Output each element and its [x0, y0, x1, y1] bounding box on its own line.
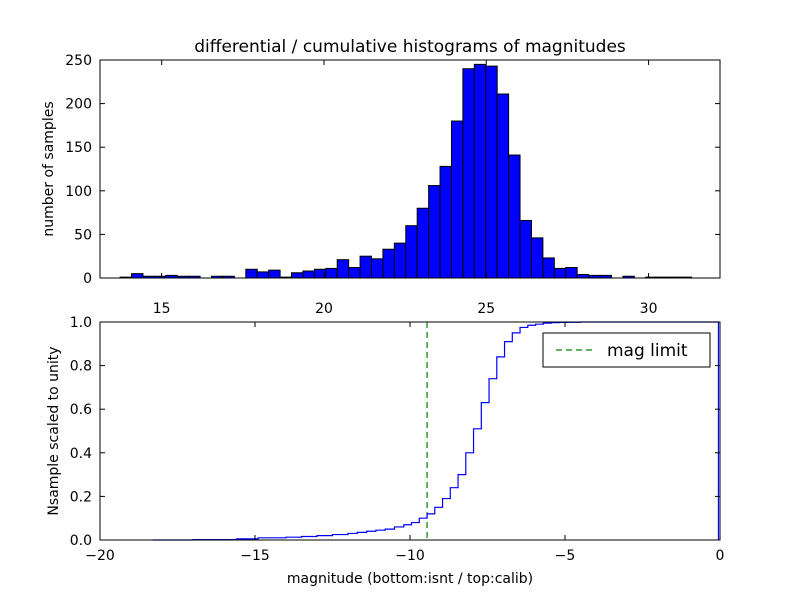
y-tick-label: 50 [74, 227, 92, 243]
histogram-bar [416, 207, 430, 279]
histogram-bar [485, 65, 498, 279]
histogram-bars [119, 63, 692, 279]
histogram-bar [450, 120, 464, 279]
y-tick-label: 100 [65, 184, 92, 200]
histogram-bar [565, 267, 578, 279]
y-tick-label: 0.2 [70, 489, 92, 505]
y-tick-label: 0.4 [70, 446, 92, 462]
histogram-bar [473, 63, 487, 279]
x-tick-label: −10 [395, 548, 425, 564]
histogram-bar [291, 272, 304, 279]
x-tick-label: −15 [240, 548, 270, 564]
histogram-bar [245, 268, 258, 279]
top-histogram-panel: 15 20 25 30 0 50 100 150 200 250 differential / c… [41, 37, 721, 317]
histogram-bar [131, 273, 144, 279]
y-tick-label: 0.6 [70, 402, 92, 418]
histogram-bar [530, 237, 544, 279]
y-tick-label: 0.8 [70, 359, 92, 375]
histogram-bar [256, 271, 270, 279]
bottom-cumulative-panel: −20 −15 −10 −5 0 0.0 0.2 0.4 0.6 0.8 1.0 magnitude… [46, 315, 724, 587]
histogram-bar [393, 242, 407, 279]
bottom-axis-ticks: −20 −15 −10 −5 0 0.0 0.2 0.4 0.6 0.8 1.0 [70, 315, 725, 564]
y-tick-label: 1.0 [70, 315, 92, 331]
bottom-y-axis-label: Nsample scaled to unity [46, 346, 62, 515]
top-axes-frame [99, 59, 721, 279]
histogram-bar [405, 225, 418, 279]
histogram-bar [348, 267, 361, 279]
x-tick-label: −20 [85, 548, 115, 564]
histogram-bar [371, 258, 384, 279]
legend: mag limit [542, 332, 711, 368]
histogram-bar [542, 257, 555, 279]
x-tick-label: 20 [315, 301, 333, 317]
histogram-bar [553, 267, 567, 279]
histogram-bar [302, 270, 315, 279]
y-tick-label: 250 [65, 53, 92, 69]
x-tick-label: −5 [555, 548, 576, 564]
histogram-bar [519, 219, 532, 279]
x-tick-label: 0 [716, 548, 725, 564]
x-tick-label: 25 [477, 301, 495, 317]
histogram-bar [359, 255, 373, 279]
histogram-bar [336, 259, 350, 279]
top-y-axis-label: number of samples [41, 101, 57, 236]
y-tick-label: 150 [65, 140, 92, 156]
x-tick-label: 15 [153, 301, 171, 317]
histogram-bar [439, 165, 452, 279]
histogram-bar [382, 248, 395, 279]
bottom-x-axis-label: magnitude (bottom:isnt / top:calib) [287, 571, 533, 587]
histogram-bar [325, 267, 338, 279]
histogram-bar [428, 185, 441, 279]
histogram-bar [496, 93, 510, 279]
histogram-bar [462, 68, 475, 279]
y-tick-label: 0 [83, 271, 92, 287]
bottom-axes-frame [99, 321, 721, 541]
histogram-bar [268, 269, 281, 279]
y-tick-label: 200 [65, 97, 92, 113]
x-tick-label: 30 [640, 301, 658, 317]
histogram-bar [508, 154, 521, 279]
legend-label-mag-limit: mag limit [607, 341, 688, 361]
chart-title: differential / cumulative histograms of … [194, 37, 626, 57]
cumulative-step-line [152, 321, 720, 541]
histogram-bar [576, 274, 590, 279]
y-tick-label: 0.0 [70, 533, 92, 549]
top-axis-ticks: 15 20 25 30 0 50 100 150 200 250 [65, 53, 720, 317]
